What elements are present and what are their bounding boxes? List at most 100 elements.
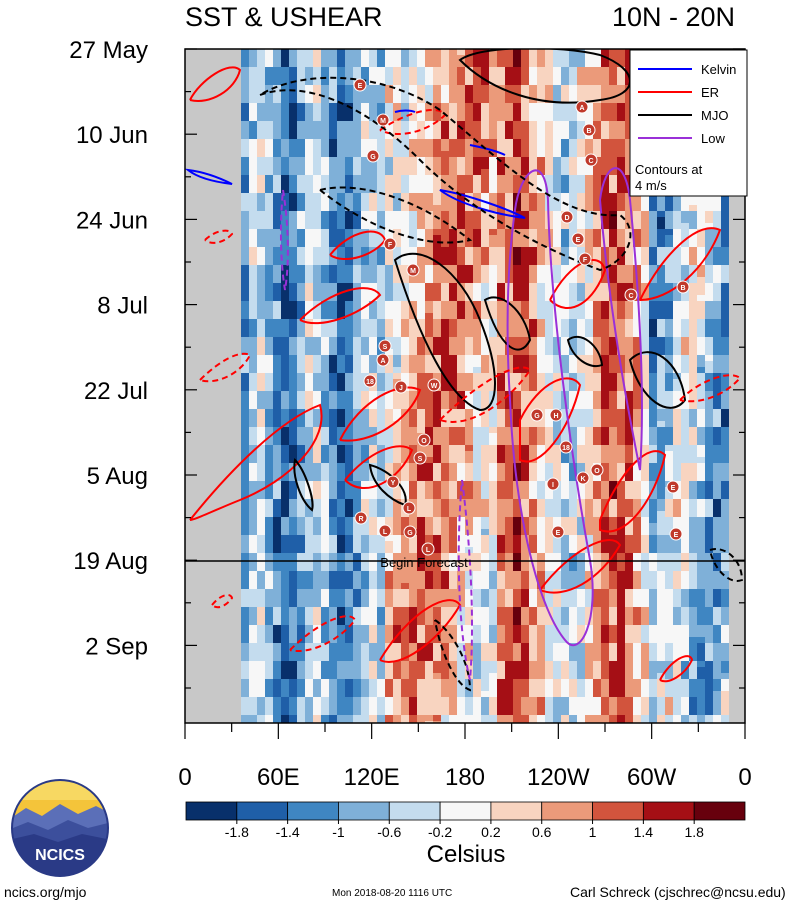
legend-note: Contours at xyxy=(635,162,703,177)
colorbar-swatch xyxy=(338,801,390,821)
storm-marker: 18 xyxy=(559,440,573,454)
storm-label: A xyxy=(380,358,385,365)
x-axis: 0 60E 120E 180 120W 60W 0 xyxy=(178,723,752,791)
contour xyxy=(189,403,323,521)
forecast-label: Begin Forecast xyxy=(380,555,468,570)
contour xyxy=(344,445,414,490)
storm-marker: E xyxy=(551,525,565,539)
storm-marker: O xyxy=(417,433,431,447)
y-axis: 27 May 10 Jun 24 Jun 8 Jul 22 Jul 5 Aug 19 Aug… xyxy=(69,37,745,689)
colorbar-swatch xyxy=(592,801,644,821)
storm-marker: L xyxy=(421,542,435,556)
colorbar-tick-label: -0.6 xyxy=(377,824,401,840)
storm-marker: J xyxy=(394,380,408,394)
storm-label: E xyxy=(576,237,581,244)
contour xyxy=(393,252,496,412)
storm-marker: O xyxy=(590,463,604,477)
contour xyxy=(659,655,694,683)
storm-label: G xyxy=(370,154,376,161)
contour xyxy=(394,109,416,113)
storm-label: A xyxy=(579,105,584,112)
storm-marker: S xyxy=(378,339,392,353)
contour xyxy=(439,189,526,219)
storm-marker: F xyxy=(383,237,397,251)
contour xyxy=(519,377,582,463)
contour-dashed xyxy=(211,593,234,609)
contour-dashed xyxy=(434,619,472,692)
legend-label: ER xyxy=(701,85,719,100)
y-tick-label: 5 Aug xyxy=(87,463,148,490)
storm-label: R xyxy=(358,516,363,523)
storm-marker: I xyxy=(546,477,560,491)
colorbar-tick-label: -1 xyxy=(332,824,345,840)
storm-marker: F xyxy=(578,252,592,266)
legend-label: MJO xyxy=(701,108,728,123)
storm-label: L xyxy=(383,529,388,536)
storm-marker: E xyxy=(666,480,680,494)
storm-marker: L xyxy=(378,524,392,538)
colorbar-tick-label: 1.8 xyxy=(684,824,704,840)
logo-text: NCICS xyxy=(35,847,85,864)
storm-label: 18 xyxy=(366,379,374,386)
colorbar-tick-label: -1.4 xyxy=(276,824,300,840)
y-tick-label: 22 Jul xyxy=(84,378,148,405)
contour xyxy=(185,168,233,185)
contour-dashed xyxy=(259,76,632,272)
contour xyxy=(566,335,604,368)
storm-label: M xyxy=(380,118,386,125)
storm-marker: S xyxy=(413,451,427,465)
footer-timestamp: Mon 2018-08-20 1116 UTC xyxy=(332,888,453,899)
storm-marker: B xyxy=(582,123,596,137)
legend-note: 4 m/s xyxy=(635,178,667,193)
contour-dashed xyxy=(319,186,473,244)
colorbar-swatch xyxy=(287,801,339,821)
colorbar-swatch xyxy=(185,801,238,821)
contour xyxy=(506,169,594,647)
storm-label: B xyxy=(586,128,591,135)
colorbar-tick-label: -0.2 xyxy=(428,824,452,840)
storm-label: K xyxy=(580,476,585,483)
storm-label: G xyxy=(534,413,540,420)
storm-marker: C xyxy=(584,153,598,167)
storm-label: S xyxy=(418,456,423,463)
contour xyxy=(539,539,622,594)
colorbar-tick-label: -1.8 xyxy=(225,824,249,840)
storm-label: D xyxy=(564,215,569,222)
colorbar-tick-label: 0.6 xyxy=(532,824,552,840)
storm-label: C xyxy=(588,158,593,165)
storm-label: L xyxy=(426,547,431,554)
contour xyxy=(293,457,314,512)
storm-label: E xyxy=(556,530,561,537)
colorbar-swatch xyxy=(388,801,441,821)
storm-marker: H xyxy=(549,408,563,422)
x-tick-label: 180 xyxy=(445,764,485,791)
storm-label: F xyxy=(388,242,393,249)
storm-label: W xyxy=(431,383,438,390)
chart-title: SST & USHEAR xyxy=(185,2,383,32)
contour xyxy=(549,259,607,310)
contour xyxy=(379,599,462,663)
y-tick-label: 8 Jul xyxy=(97,293,148,320)
footer-author: Carl Schreck (cjschrec@ncsu.edu) xyxy=(570,884,786,900)
storm-marker: Y xyxy=(386,475,400,489)
storm-marker: R xyxy=(354,511,368,525)
contour xyxy=(299,287,382,325)
contour xyxy=(189,66,242,102)
storm-marker: B xyxy=(676,280,690,294)
x-tick-label: 120W xyxy=(527,764,590,791)
storm-marker: G xyxy=(530,408,544,422)
colorbar-swatch xyxy=(490,801,543,821)
storm-label: J xyxy=(399,385,403,392)
storm-label: Y xyxy=(391,480,396,487)
storm-label: L xyxy=(407,506,412,513)
colorbar-swatch xyxy=(693,801,746,821)
contour xyxy=(339,386,422,442)
contour-dashed xyxy=(709,548,744,582)
contour xyxy=(483,296,532,351)
y-tick-label: 24 Jun xyxy=(76,207,148,234)
contour xyxy=(628,351,687,409)
storm-marker: G xyxy=(366,149,380,163)
storm-label: M xyxy=(410,268,416,275)
storm-marker: A xyxy=(376,353,390,367)
contour-dashed xyxy=(279,189,289,291)
